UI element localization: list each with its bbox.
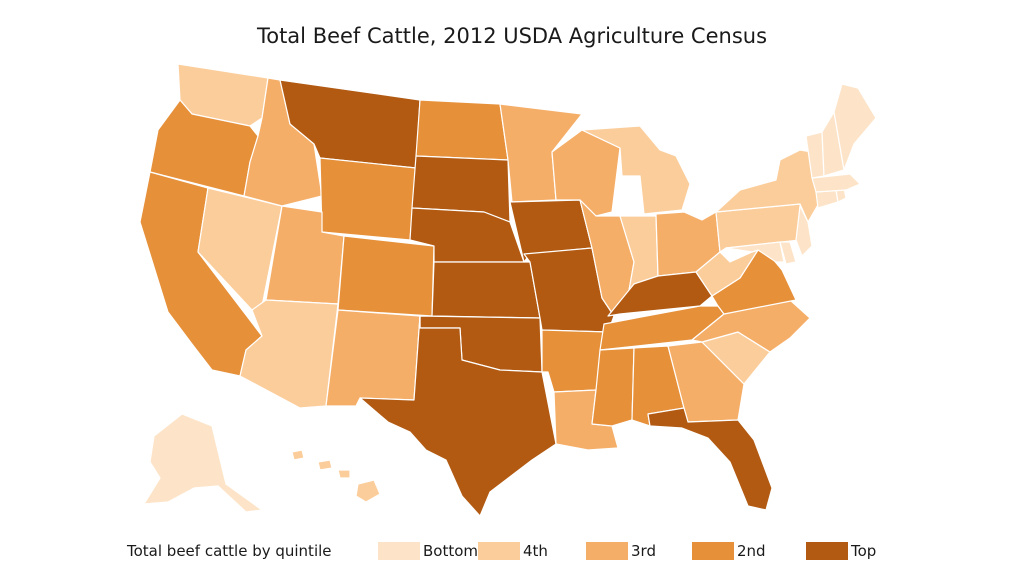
state-CO (337, 235, 435, 317)
map-title: Total Beef Cattle, 2012 USDA Agriculture… (256, 24, 768, 48)
legend-swatch-4th (478, 542, 520, 560)
legend-swatch-2nd (692, 542, 734, 560)
legend-swatch-bottom (378, 542, 420, 560)
state-ME (833, 83, 877, 171)
legend-label-bottom: Bottom (423, 542, 479, 560)
state-HI-islands (291, 449, 351, 479)
legend-item-bottom: Bottom (378, 540, 478, 562)
state-NM (325, 309, 421, 407)
legend-label-4th: 4th (523, 542, 548, 560)
legend-item-top: Top (806, 540, 876, 562)
legend-item-4th: 4th (478, 540, 548, 562)
legend-item-3rd: 3rd (586, 540, 656, 562)
state-DE (779, 241, 797, 265)
state-HI (355, 479, 381, 503)
state-AK (143, 413, 263, 513)
state-ND (415, 99, 509, 161)
state-KS (431, 261, 541, 319)
state-AZ (239, 299, 339, 409)
state-CT (815, 189, 839, 209)
state-MA (811, 173, 861, 193)
legend-item-2nd: 2nd (692, 540, 766, 562)
state-TX (359, 315, 557, 517)
legend-title: Total beef cattle by quintile (127, 542, 332, 560)
state-NJ (795, 205, 813, 257)
map-legend: Total beef cattle by quintile Bottom 4th… (0, 536, 1024, 566)
legend-swatch-top (806, 542, 848, 560)
legend-label-3rd: 3rd (631, 542, 656, 560)
legend-label-2nd: 2nd (737, 542, 766, 560)
legend-swatch-3rd (586, 542, 628, 560)
state-WY (319, 157, 417, 241)
state-MI (581, 125, 691, 215)
legend-label-top: Top (851, 542, 877, 560)
state-FL (647, 407, 773, 511)
